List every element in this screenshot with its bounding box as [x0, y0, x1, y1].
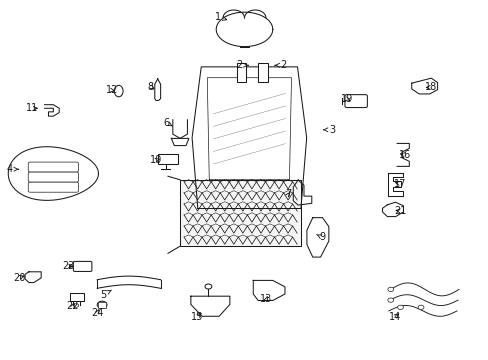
Circle shape — [97, 301, 107, 309]
FancyBboxPatch shape — [28, 162, 78, 172]
Text: 24: 24 — [91, 308, 103, 318]
Text: 3: 3 — [323, 125, 335, 135]
Bar — [98, 302, 106, 308]
Text: 14: 14 — [388, 312, 400, 322]
Bar — [258, 63, 267, 82]
Circle shape — [204, 284, 211, 289]
Polygon shape — [387, 173, 402, 196]
Text: 12: 12 — [105, 85, 118, 95]
Text: 18: 18 — [424, 82, 436, 93]
Polygon shape — [253, 280, 285, 301]
Text: 2: 2 — [274, 60, 286, 70]
Text: 8: 8 — [147, 82, 154, 92]
Text: 11: 11 — [26, 103, 39, 113]
Polygon shape — [25, 272, 41, 283]
Polygon shape — [411, 78, 437, 94]
Text: 15: 15 — [190, 312, 203, 322]
Text: 22: 22 — [66, 301, 79, 311]
Bar — [70, 293, 83, 301]
FancyBboxPatch shape — [73, 261, 92, 271]
Ellipse shape — [114, 85, 123, 97]
FancyBboxPatch shape — [344, 95, 366, 108]
Text: 20: 20 — [13, 273, 25, 283]
Text: 1: 1 — [214, 12, 226, 22]
Text: 6: 6 — [163, 118, 172, 128]
Text: 7: 7 — [285, 189, 291, 199]
Circle shape — [387, 298, 393, 302]
Polygon shape — [382, 202, 403, 217]
Text: 13: 13 — [260, 294, 272, 304]
Bar — [180, 180, 301, 246]
Text: 4: 4 — [6, 164, 18, 174]
Polygon shape — [155, 79, 160, 100]
Text: 16: 16 — [399, 150, 411, 160]
Text: 19: 19 — [340, 94, 352, 104]
FancyBboxPatch shape — [28, 182, 78, 192]
Bar — [158, 154, 178, 164]
Text: 10: 10 — [149, 155, 162, 165]
Text: 21: 21 — [393, 206, 406, 216]
Bar — [236, 63, 246, 82]
Text: 23: 23 — [61, 261, 74, 271]
Polygon shape — [306, 218, 328, 257]
Text: 5: 5 — [100, 290, 111, 300]
FancyBboxPatch shape — [28, 172, 78, 182]
Text: 9: 9 — [316, 232, 325, 242]
Circle shape — [397, 305, 403, 310]
Text: 17: 17 — [393, 179, 406, 189]
Circle shape — [417, 305, 423, 310]
Circle shape — [387, 287, 393, 292]
Circle shape — [74, 304, 79, 307]
Polygon shape — [44, 105, 59, 116]
Text: 2: 2 — [236, 60, 248, 70]
Polygon shape — [190, 296, 229, 316]
